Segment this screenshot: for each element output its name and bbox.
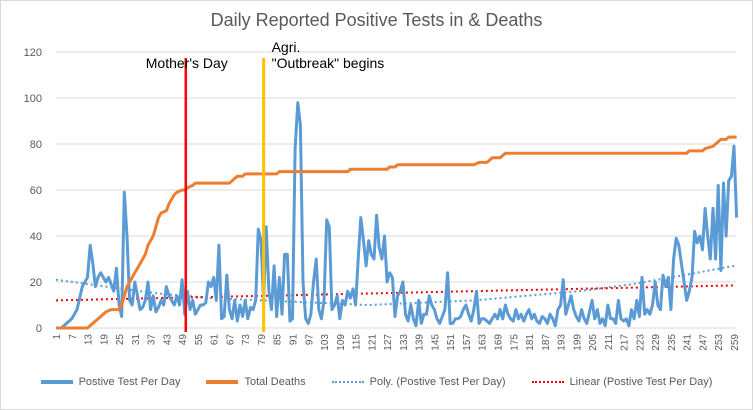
legend-item-linear-trend[interactable]: Linear (Postive Test Per Day) <box>531 376 713 388</box>
annotation-label-agri-line2: "Outbreak" begins <box>272 55 385 71</box>
x-tick-label: 133 <box>399 334 410 351</box>
legend-swatch-total-deaths <box>206 380 239 384</box>
x-tick-label: 13 <box>84 334 95 346</box>
y-tick-label: 20 <box>30 277 42 289</box>
x-tick-label: 115 <box>352 334 363 350</box>
x-tick-label: 91 <box>289 334 300 346</box>
x-tick-label: 205 <box>588 334 599 351</box>
trendline-linear <box>55 284 735 302</box>
x-tick-label: 43 <box>162 334 173 346</box>
legend-item-positive-tests[interactable]: Postive Test Per Day <box>40 376 181 388</box>
y-tick-label: 80 <box>30 139 42 151</box>
x-tick-label: 61 <box>210 334 221 346</box>
x-tick-label: 7 <box>68 334 79 340</box>
x-tick-label: 103 <box>320 334 331 351</box>
x-tick-label: 151 <box>446 334 457 351</box>
x-tick-label: 217 <box>620 334 631 351</box>
x-tick-label: 187 <box>541 334 552 351</box>
x-tick-label: 55 <box>194 334 205 346</box>
x-tick-label: 253 <box>714 334 725 351</box>
annotation-label-mothers-day: Mother's Day <box>146 55 228 71</box>
series-line-positive-tests <box>56 101 739 330</box>
legend-item-total-deaths[interactable]: Total Deaths <box>206 376 306 388</box>
legend-label-positive-tests: Postive Test Per Day <box>78 376 181 388</box>
x-tick-label: 1 <box>52 334 63 340</box>
x-tick-label: 73 <box>241 334 252 346</box>
x-tick-label: 223 <box>635 334 646 351</box>
gridlines <box>56 51 736 329</box>
chart-title: Daily Reported Positive Tests in & Death… <box>210 10 543 30</box>
x-tick-label: 109 <box>336 334 347 351</box>
x-tick-label: 85 <box>273 334 284 346</box>
y-tick-label: 40 <box>30 231 42 243</box>
x-tick-label: 157 <box>462 334 473 351</box>
legend-label-total-deaths: Total Deaths <box>244 376 306 388</box>
x-tick-label: 175 <box>509 334 520 351</box>
y-tick-label: 0 <box>36 323 42 335</box>
x-axis-ticks: 1 7 13 19 25 31 37 43 49 55 61 67 73 79 85 91 97 103 109 11… <box>52 334 741 351</box>
x-tick-label: 241 <box>683 334 694 351</box>
x-tick-label: 229 <box>651 334 662 351</box>
x-tick-label: 97 <box>304 334 315 346</box>
x-tick-label: 235 <box>667 334 678 351</box>
annotation-label-agri-line1: Agri. <box>272 39 301 55</box>
x-tick-label: 121 <box>367 334 378 351</box>
legend-label-linear-trend: Linear (Postive Test Per Day) <box>569 376 713 388</box>
y-tick-label: 120 <box>24 47 42 59</box>
x-tick-label: 211 <box>604 334 615 350</box>
x-tick-label: 49 <box>178 334 189 346</box>
x-tick-label: 31 <box>131 334 142 346</box>
x-tick-label: 247 <box>698 334 709 351</box>
x-tick-label: 169 <box>493 334 504 351</box>
x-tick-label: 79 <box>257 334 268 346</box>
x-tick-label: 37 <box>147 334 158 346</box>
series-layer <box>55 101 739 330</box>
x-tick-label: 127 <box>383 334 394 351</box>
x-tick-label: 193 <box>557 334 568 351</box>
legend-item-poly-trend[interactable]: Poly. (Postive Test Per Day) <box>331 376 506 388</box>
x-tick-label: 67 <box>225 334 236 346</box>
legend-swatch-linear-trend <box>531 381 564 383</box>
y-axis-ticks: 0 20 40 60 80 100 120 <box>24 47 42 335</box>
legend-swatch-positive-tests <box>40 380 73 384</box>
annotations: Mother's Day Agri."Outbreak" begins <box>146 39 385 332</box>
legend-label-poly-trend: Poly. (Postive Test Per Day) <box>369 376 506 388</box>
y-tick-label: 60 <box>30 185 42 197</box>
x-tick-label: 145 <box>430 334 441 351</box>
x-tick-label: 25 <box>115 334 126 346</box>
x-tick-label: 163 <box>478 334 489 351</box>
x-tick-label: 19 <box>99 334 110 346</box>
x-tick-label: 181 <box>525 334 536 351</box>
series-line-total-deaths <box>56 135 737 330</box>
x-tick-label: 199 <box>572 334 583 351</box>
x-tick-label: 259 <box>730 334 741 351</box>
x-tick-label: 139 <box>415 334 426 351</box>
y-tick-label: 100 <box>24 93 42 105</box>
legend-swatch-poly-trend <box>331 381 364 383</box>
legend: Postive Test Per Day Total Deaths Poly. … <box>0 376 753 388</box>
